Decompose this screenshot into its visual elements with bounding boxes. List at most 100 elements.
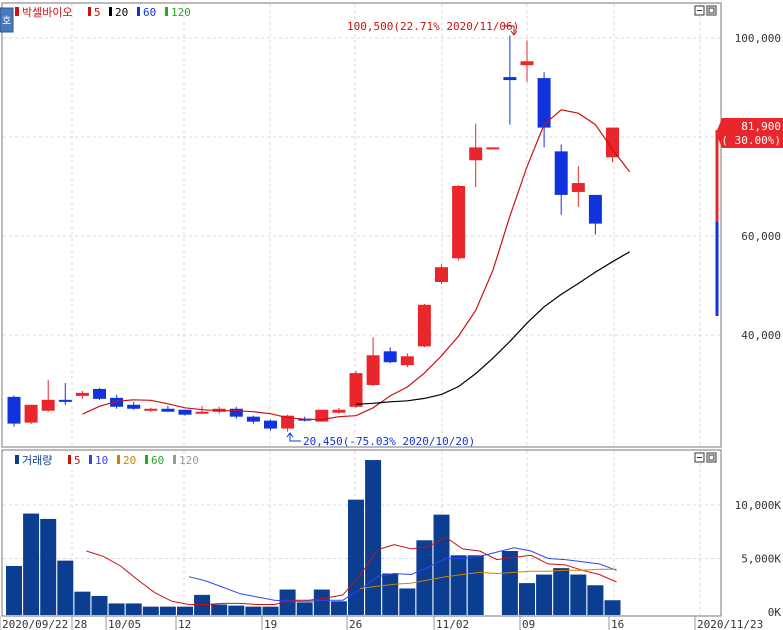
volume-ma-10-line xyxy=(188,547,617,602)
candle-body xyxy=(93,388,106,399)
low-annotation: 20,450(-75.03% 2020/10/20) xyxy=(286,432,475,448)
volume-bar xyxy=(228,605,245,615)
volume-bar xyxy=(40,518,57,615)
volume-y-tick-label: 10,000K xyxy=(735,499,782,512)
volume-bar xyxy=(279,589,296,615)
legend-label: 60 xyxy=(143,6,156,19)
volume-bar xyxy=(399,588,416,615)
candle-body xyxy=(503,77,517,81)
price-panel-controls xyxy=(694,5,717,16)
high-annotation-text: 100,500(22.71% 2020/11/06) xyxy=(347,20,519,33)
candle-body xyxy=(246,416,260,422)
volume-legend: 거래량 5 10 20 60 120 xyxy=(15,454,199,467)
x-axis-label: 19 xyxy=(264,618,277,630)
x-axis-label: 10/05 xyxy=(108,618,141,630)
legend-swatch-volume xyxy=(15,455,19,464)
volume-bar xyxy=(211,604,228,615)
volume-bar xyxy=(587,585,604,615)
volume-panel-controls xyxy=(694,452,717,463)
volume-moving-averages xyxy=(86,536,617,605)
legend-swatch xyxy=(165,7,168,16)
candle-body xyxy=(178,409,192,415)
candle-body xyxy=(264,420,277,429)
volume-bar xyxy=(433,514,450,615)
legend-label: 60 xyxy=(151,454,164,467)
volume-bar xyxy=(125,603,142,615)
x-axis-label: 2020/09/22 xyxy=(2,618,68,630)
candle-body xyxy=(571,183,585,192)
price-ma-5-line xyxy=(82,109,631,421)
low-annotation-text: 20,450(-75.03% 2020/10/20) xyxy=(303,435,475,448)
volume-bar xyxy=(262,606,279,615)
legend-swatch xyxy=(117,455,120,464)
legend-label: 120 xyxy=(179,454,199,467)
legend-swatch xyxy=(145,455,148,464)
candle-body xyxy=(383,351,397,363)
volume-y-tick-label: 0K xyxy=(768,606,782,619)
x-axis-label: 16 xyxy=(611,618,624,630)
x-axis-label: 2020/11/23 xyxy=(697,618,763,630)
current-change-text: ( 30.00%) xyxy=(721,134,781,147)
volume-bar xyxy=(108,603,125,615)
volume-bar xyxy=(553,568,570,615)
x-axis-label: 12 xyxy=(178,618,191,630)
volume-bar xyxy=(536,574,553,615)
svg-text:호: 호 xyxy=(2,15,11,27)
legend-swatch xyxy=(89,455,92,464)
candle-body xyxy=(58,399,72,402)
price-legend: 박셀바이오 5 20 60 120 xyxy=(15,6,191,19)
candle-body xyxy=(417,304,431,347)
maximize-icon[interactable] xyxy=(706,452,717,463)
high-arrow xyxy=(503,25,518,36)
volume-bar xyxy=(177,606,193,615)
candle-body xyxy=(486,147,500,150)
price-y-tick-label: 40,000 xyxy=(741,329,781,342)
candle-body xyxy=(554,151,568,195)
candle-body xyxy=(469,147,483,161)
candle-body xyxy=(110,397,124,407)
volume-bar xyxy=(570,574,587,615)
calendar-icon[interactable]: 호 xyxy=(0,7,14,33)
candle-body xyxy=(606,127,619,158)
candle-body xyxy=(332,409,346,413)
volume-y-tick-label: 5,000K xyxy=(741,553,781,566)
current-price-box xyxy=(716,118,783,148)
legend-label: 20 xyxy=(115,6,128,19)
legend-label: 10 xyxy=(95,454,108,467)
candle-body xyxy=(127,404,141,409)
x-axis-label: 09 xyxy=(522,618,535,630)
legend-swatch xyxy=(173,455,176,464)
volume-bar xyxy=(23,513,40,615)
candle-body xyxy=(349,373,363,407)
candle-body xyxy=(400,356,414,366)
candle-body xyxy=(41,399,55,411)
volume-bar xyxy=(313,589,330,615)
current-price-text: 81,900 xyxy=(741,120,781,133)
price-panel-frame xyxy=(1,2,722,448)
volume-bar xyxy=(245,606,262,615)
candle-body xyxy=(520,61,534,66)
volume-bar xyxy=(501,551,518,615)
candle-body xyxy=(24,404,38,423)
volume-bar xyxy=(142,606,159,615)
maximize-icon[interactable] xyxy=(706,5,717,16)
volume-bar xyxy=(467,555,484,615)
minimize-icon[interactable] xyxy=(694,452,705,463)
volume-bar xyxy=(91,595,108,615)
legend-swatch xyxy=(68,455,71,464)
volume-bar xyxy=(519,583,535,615)
candle-body xyxy=(588,194,602,224)
volume-ma-5-line xyxy=(86,536,617,605)
x-axis-label: 11/02 xyxy=(436,618,469,630)
volume-bar xyxy=(6,565,22,615)
minimize-icon[interactable] xyxy=(694,5,705,16)
candle-body xyxy=(281,415,295,429)
x-axis-label: 28 xyxy=(74,618,87,630)
price-y-tick-label: 100,000 xyxy=(735,32,781,45)
price-moving-averages xyxy=(82,109,631,421)
low-arrow xyxy=(286,432,301,442)
price-y-tick-label: 60,000 xyxy=(741,230,781,243)
high-annotation: 100,500(22.71% 2020/11/06) xyxy=(347,20,519,36)
